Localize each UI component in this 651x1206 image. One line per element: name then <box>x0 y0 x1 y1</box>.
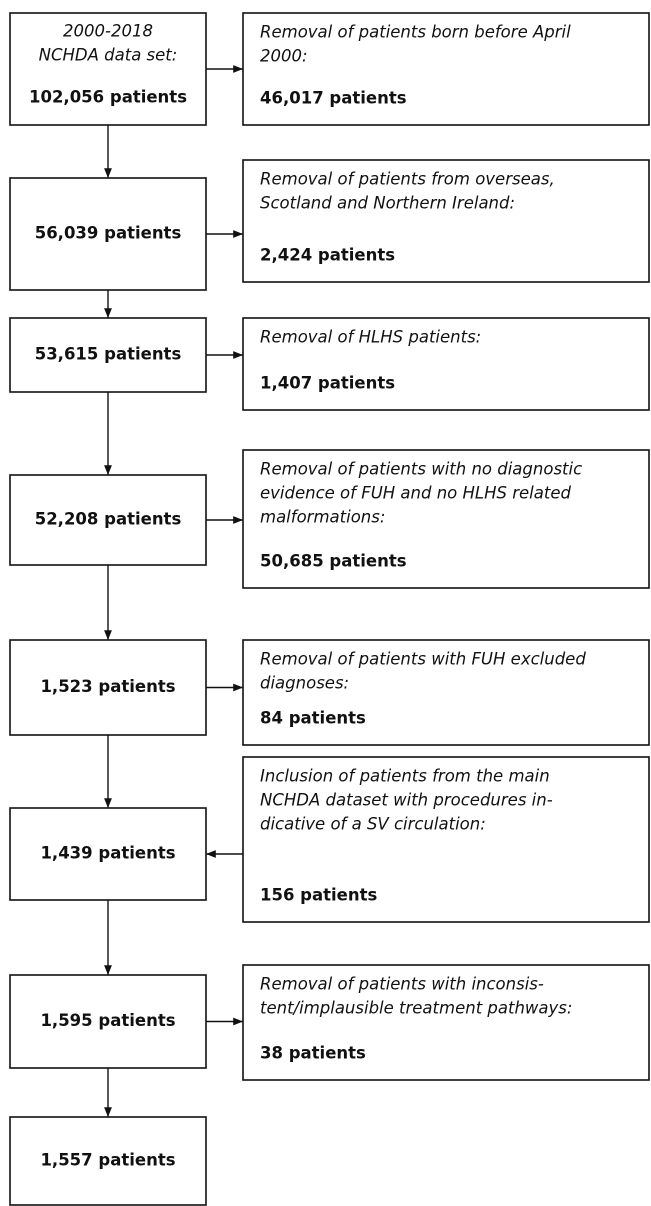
patient-box <box>9 12 207 126</box>
step-count: 84 patients <box>260 709 366 728</box>
step-label: Removal of patients with FUH excluded <box>260 650 586 669</box>
step-label: Scotland and Northern Ireland: <box>260 194 515 213</box>
patient-box <box>9 974 207 1069</box>
step-box <box>242 639 650 746</box>
step-label: Removal of patients with inconsis- <box>260 975 544 994</box>
step-count: 156 patients <box>260 886 377 905</box>
step-count: 2,424 patients <box>260 246 395 265</box>
step-label: Removal of patients from overseas, <box>260 170 555 189</box>
patient-count: 1,439 patients <box>40 844 175 863</box>
patient-count: 53,615 patients <box>35 345 182 364</box>
step-count: 38 patients <box>260 1044 366 1063</box>
patient-count: 102,056 patients <box>29 88 187 107</box>
patient-count: 56,039 patients <box>35 224 182 243</box>
step-box <box>242 449 650 589</box>
step-label: evidence of FUH and no HLHS related <box>260 484 571 503</box>
step-box <box>242 159 650 283</box>
step-box <box>242 317 650 411</box>
step-count: 1,407 patients <box>260 374 395 393</box>
step-label: Removal of HLHS patients: <box>260 328 481 347</box>
step-label: NCHDA dataset with procedures in- <box>260 791 553 810</box>
patient-box <box>9 177 207 291</box>
step-label: diagnoses: <box>260 674 349 693</box>
patient-count: 1,595 patients <box>40 1011 175 1030</box>
box-label: NCHDA data set: <box>39 46 178 65</box>
step-label: Removal of patients with no diagnostic <box>260 460 582 479</box>
patient-box <box>9 1116 207 1206</box>
patient-count: 52,208 patients <box>35 510 182 529</box>
patient-count: 1,523 patients <box>40 677 175 696</box>
step-box <box>242 756 650 923</box>
step-box <box>242 964 650 1081</box>
step-label: tent/implausible treatment pathways: <box>260 999 572 1018</box>
step-count: 46,017 patients <box>260 89 407 108</box>
step-label: malformations: <box>260 508 385 527</box>
patient-box <box>9 639 207 736</box>
step-label: Inclusion of patients from the main <box>260 767 550 786</box>
patient-box <box>9 807 207 901</box>
patient-box <box>9 317 207 393</box>
patient-count: 1,557 patients <box>40 1151 175 1170</box>
step-label: 2000: <box>260 47 308 66</box>
step-count: 50,685 patients <box>260 552 407 571</box>
step-label: Removal of patients born before April <box>260 23 571 42</box>
box-label: 2000-2018 <box>63 22 153 41</box>
step-label: dicative of a SV circulation: <box>260 815 486 834</box>
